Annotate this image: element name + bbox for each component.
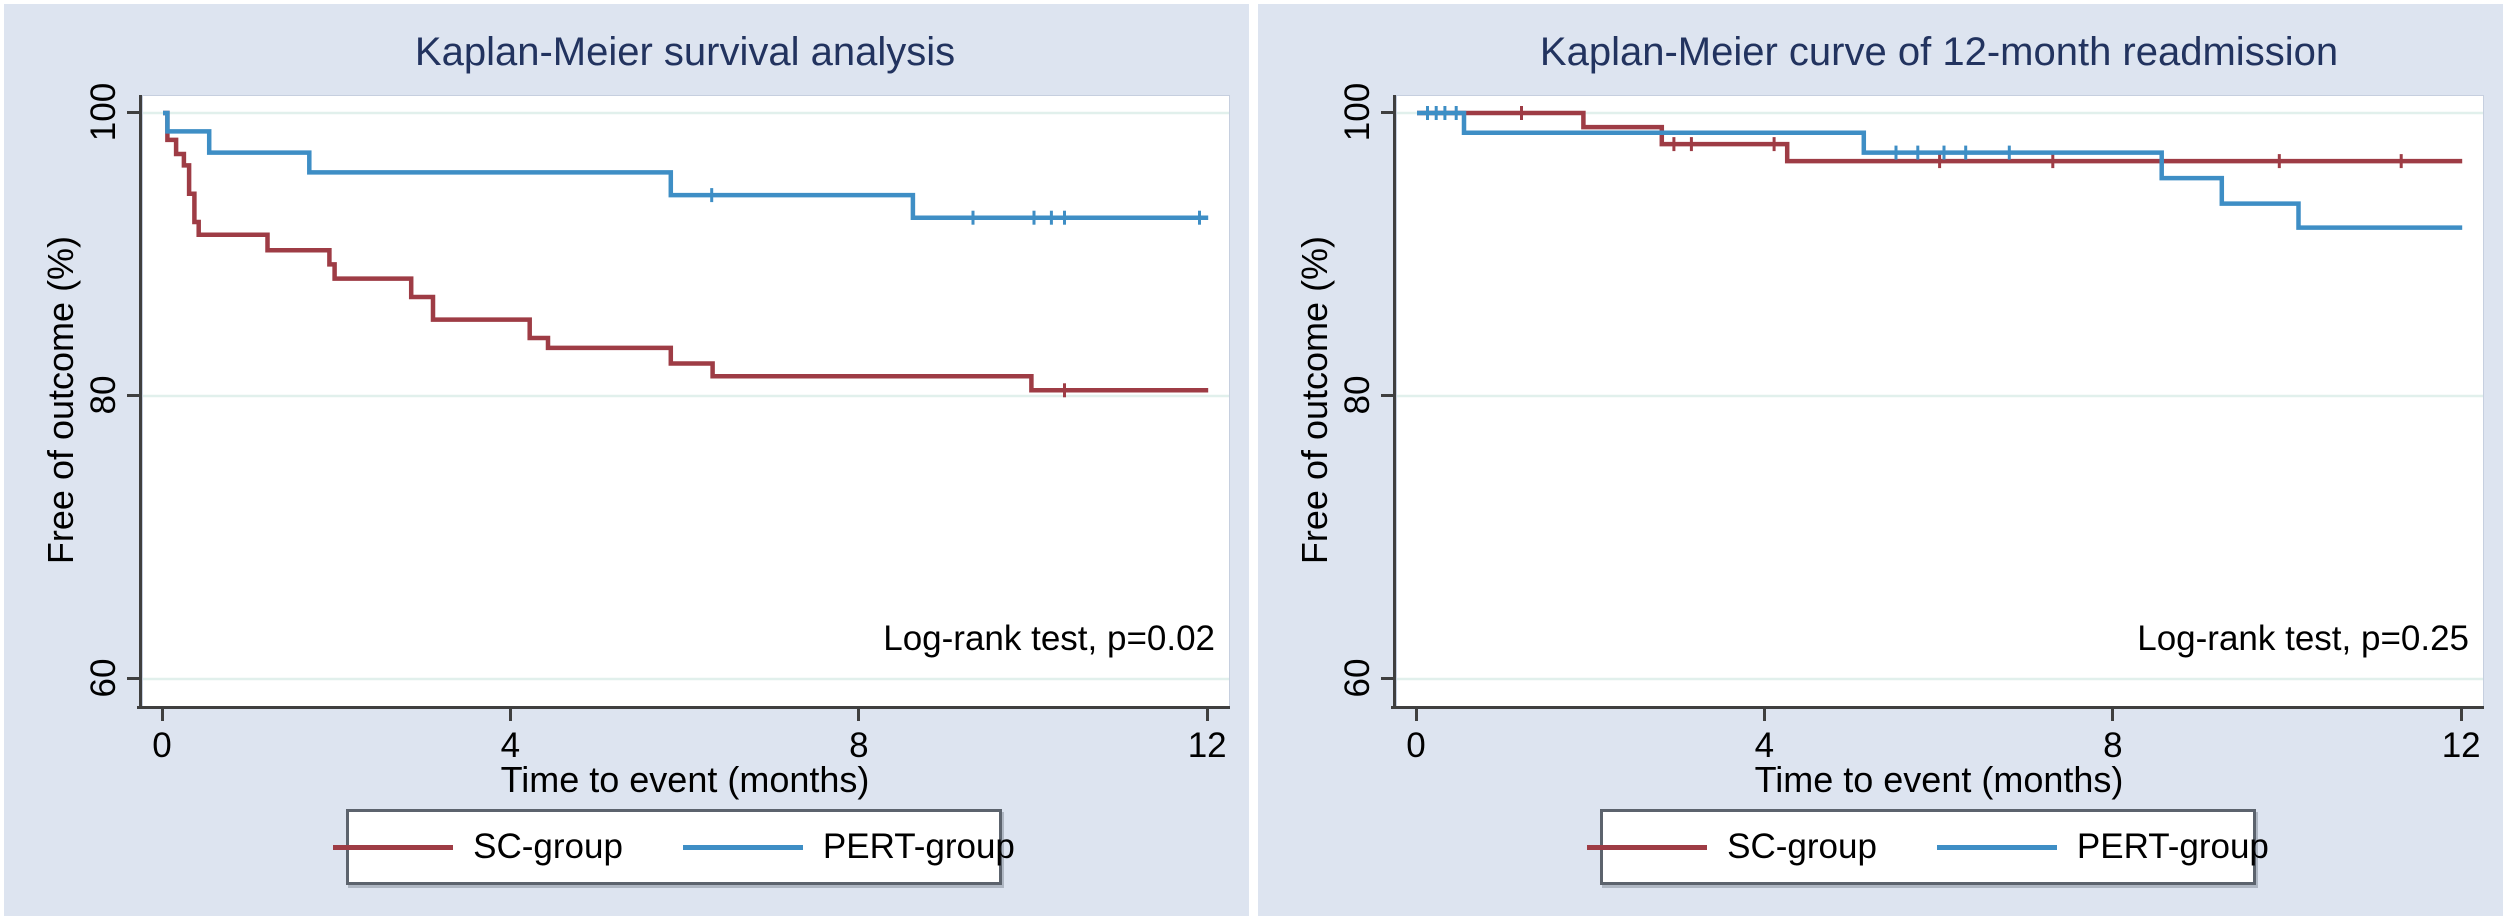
x-tick-label: 4: [1754, 726, 1775, 765]
y-tick-label: 100: [1338, 82, 1377, 142]
legend-label-pert: PERT-group: [822, 827, 1015, 866]
legend-label-sc: SC-group: [473, 827, 623, 866]
x-tick-label: 0: [1406, 726, 1426, 765]
y-tick-label: 60: [1338, 658, 1377, 698]
x-tick-mark: [1414, 709, 1418, 721]
legend-item-sc: SC-group: [333, 827, 623, 867]
x-tick-mark: [1205, 709, 1209, 721]
x-tick-label: 0: [152, 726, 172, 765]
legend-item-pert: PERT-group: [682, 827, 1015, 867]
y-tick-mark: [127, 393, 139, 397]
sc-line-swatch: [1587, 844, 1708, 850]
y-tick-mark: [127, 676, 139, 680]
chart-title: Kaplan-Meier survival analysis: [414, 30, 956, 74]
logrank-annotation: Log-rank test, p=0.02: [883, 619, 1215, 658]
x-axis-label: Time to event (months): [500, 759, 870, 800]
y-tick-mark: [1381, 676, 1393, 680]
y-tick-mark: [1381, 393, 1393, 397]
y-axis-label: Free of outcome (%): [1294, 235, 1335, 565]
y-tick-mark: [1381, 110, 1393, 114]
pert-line-swatch: [682, 844, 803, 850]
sc-line-swatch: [333, 844, 454, 850]
x-axis-line: [137, 706, 1230, 709]
legend-label-sc: SC-group: [1727, 827, 1877, 866]
legend-box: SC-group PERT-group: [1587, 809, 2269, 885]
y-tick-label: 80: [1338, 375, 1377, 415]
x-axis-label: Time to event (months): [1754, 759, 2124, 800]
x-axis-line: [1391, 706, 2484, 709]
x-tick-mark: [508, 709, 512, 721]
x-tick-label: 8: [2103, 726, 2123, 765]
x-tick-mark: [160, 709, 164, 721]
x-tick-label: 12: [2441, 726, 2481, 765]
legend-item-pert: PERT-group: [1936, 827, 2269, 867]
km-curves: [143, 110, 1229, 681]
x-tick-label: 8: [849, 726, 869, 765]
x-tick-label: 4: [500, 726, 521, 765]
x-tick-mark: [857, 709, 861, 721]
pert-line-swatch: [1936, 844, 2057, 850]
plot-area: [142, 95, 1230, 707]
legend-item-sc: SC-group: [1587, 827, 1877, 867]
y-tick-label: 60: [84, 658, 123, 698]
y-axis-line: [139, 95, 142, 709]
y-tick-mark: [127, 110, 139, 114]
chart-title: Kaplan-Meier curve of 12-month readmissi…: [1539, 30, 2339, 74]
y-tick-label: 80: [84, 375, 123, 415]
legend-label-pert: PERT-group: [2076, 827, 2269, 866]
logrank-annotation: Log-rank test, p=0.25: [2137, 619, 2469, 658]
x-tick-mark: [1762, 709, 1766, 721]
legend-box: SC-group PERT-group: [333, 809, 1015, 885]
y-axis-label: Free of outcome (%): [40, 235, 81, 565]
panel-readmission: Kaplan-Meier curve of 12-month readmissi…: [1258, 4, 2503, 916]
y-tick-label: 100: [84, 82, 123, 142]
km-curves: [1397, 106, 2483, 681]
plot-area: [1396, 95, 2484, 707]
x-tick-label: 12: [1187, 726, 1227, 765]
y-axis-line: [1393, 95, 1396, 709]
panel-survival-analysis: Kaplan-Meier survival analysis Free of o…: [4, 4, 1249, 916]
x-tick-mark: [2111, 709, 2115, 721]
x-tick-mark: [2459, 709, 2463, 721]
